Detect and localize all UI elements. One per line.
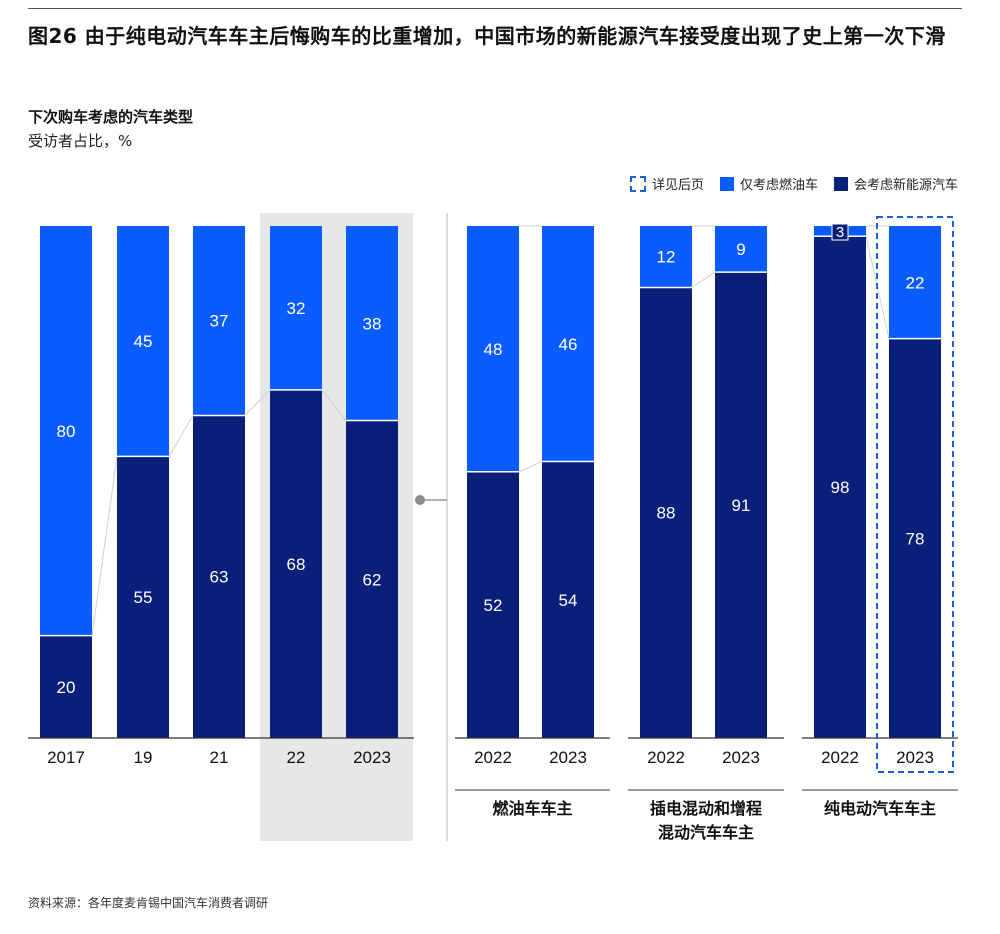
connector-line [91, 456, 118, 636]
data-label-ice: 9 [736, 240, 745, 259]
bar-segment-nev [40, 635, 92, 738]
x-tick-label: 19 [134, 748, 153, 767]
x-tick-label: 2023 [353, 748, 391, 767]
data-label-ice: 45 [134, 332, 153, 351]
connector-line [518, 461, 543, 473]
bar-segment-nev [270, 389, 322, 738]
top-rule [28, 8, 962, 9]
data-label-nev: 55 [134, 588, 153, 607]
data-label-nev: 63 [210, 568, 229, 587]
legend: 详见后页 仅考虑燃油车 会考虑新能源汽车 [629, 174, 958, 193]
data-label-ice: 3 [836, 224, 844, 241]
bar-segment-ice [640, 226, 692, 288]
source-note: 资料来源：各年度麦肯锡中国汽车消费者调研 [28, 896, 269, 910]
chart-title: 图26 由于纯电动汽车车主后悔购车的比重增加，中国市场的新能源汽车接受度出现了史… [28, 24, 946, 48]
group-label: 混动汽车车主 [658, 823, 754, 842]
bar-segment-ice [40, 226, 92, 636]
connector-line [168, 415, 194, 457]
data-label-ice: 38 [363, 314, 382, 333]
bar-segment-nev [346, 420, 398, 738]
data-label-ice: 12 [657, 248, 676, 267]
small-label-box [831, 223, 849, 241]
legend-item-dashed: 详见后页 [629, 174, 704, 193]
x-tick-label: 2023 [896, 748, 934, 767]
data-label-nev: 98 [831, 478, 850, 497]
data-label-nev: 52 [484, 596, 503, 615]
bar-segment-ice [889, 226, 941, 339]
dashed-box-icon [629, 175, 646, 192]
bar-segment-ice [467, 226, 519, 472]
data-label-nev: 54 [559, 591, 578, 610]
data-label-nev: 91 [732, 496, 751, 515]
bar-segment-ice [117, 226, 169, 457]
bar-segment-ice [346, 226, 398, 421]
connector-line [244, 389, 271, 416]
legend-item-ice: 仅考虑燃油车 [719, 174, 818, 193]
bar-segment-ice [193, 226, 245, 416]
chart-subtitle: 下次购车考虑的汽车类型 [28, 108, 194, 126]
unit-label: 受访者占比，% [28, 132, 133, 150]
data-label-ice: 22 [906, 273, 925, 292]
legend-label-dashed: 详见后页 [651, 178, 704, 193]
bar-segment-nev [640, 287, 692, 738]
data-label-ice: 48 [484, 340, 503, 359]
bar-segment-nev [889, 338, 941, 738]
data-label-ice: 37 [210, 312, 229, 331]
bar-segment-ice [542, 226, 594, 462]
bar-segment-nev [467, 471, 519, 738]
x-tick-label: 21 [210, 748, 229, 767]
data-label-nev: 88 [657, 504, 676, 523]
legend-label-ice: 仅考虑燃油车 [739, 178, 818, 193]
bar-segment-ice [270, 226, 322, 390]
data-label-ice: 80 [57, 422, 76, 441]
legend-swatch-nev [833, 176, 848, 191]
bar-segment-nev [117, 456, 169, 738]
connector-line [691, 271, 716, 288]
bar-segment-nev [193, 415, 245, 738]
connector-dot [415, 495, 425, 505]
bar-segment-nev [814, 236, 866, 739]
bar-segment-nev [542, 461, 594, 738]
x-tick-label: 2022 [647, 748, 685, 767]
data-label-nev: 20 [57, 678, 76, 697]
x-tick-label: 2022 [474, 748, 512, 767]
data-label-nev: 68 [287, 555, 306, 574]
x-tick-label: 22 [287, 748, 306, 767]
legend-label-nev: 会考虑新能源汽车 [853, 178, 958, 193]
data-label-ice: 32 [287, 299, 306, 318]
group-label: 燃油车车主 [492, 799, 572, 818]
x-tick-label: 2017 [47, 748, 85, 767]
x-tick-label: 2023 [722, 748, 760, 767]
dashed-highlight-box [876, 216, 954, 773]
connector-line [321, 389, 347, 421]
x-tick-label: 2022 [821, 748, 859, 767]
legend-swatch-ice [719, 176, 734, 191]
group-label: 纯电动汽车车主 [824, 799, 936, 818]
bar-segment-ice [715, 226, 767, 273]
data-label-nev: 78 [906, 529, 925, 548]
data-label-nev: 62 [363, 570, 382, 589]
data-label-ice: 46 [559, 335, 578, 354]
x-tick-label: 2023 [549, 748, 587, 767]
legend-item-nev: 会考虑新能源汽车 [833, 174, 958, 193]
bar-segment-nev [715, 272, 767, 738]
group-label: 插电混动和增程 [650, 799, 762, 818]
